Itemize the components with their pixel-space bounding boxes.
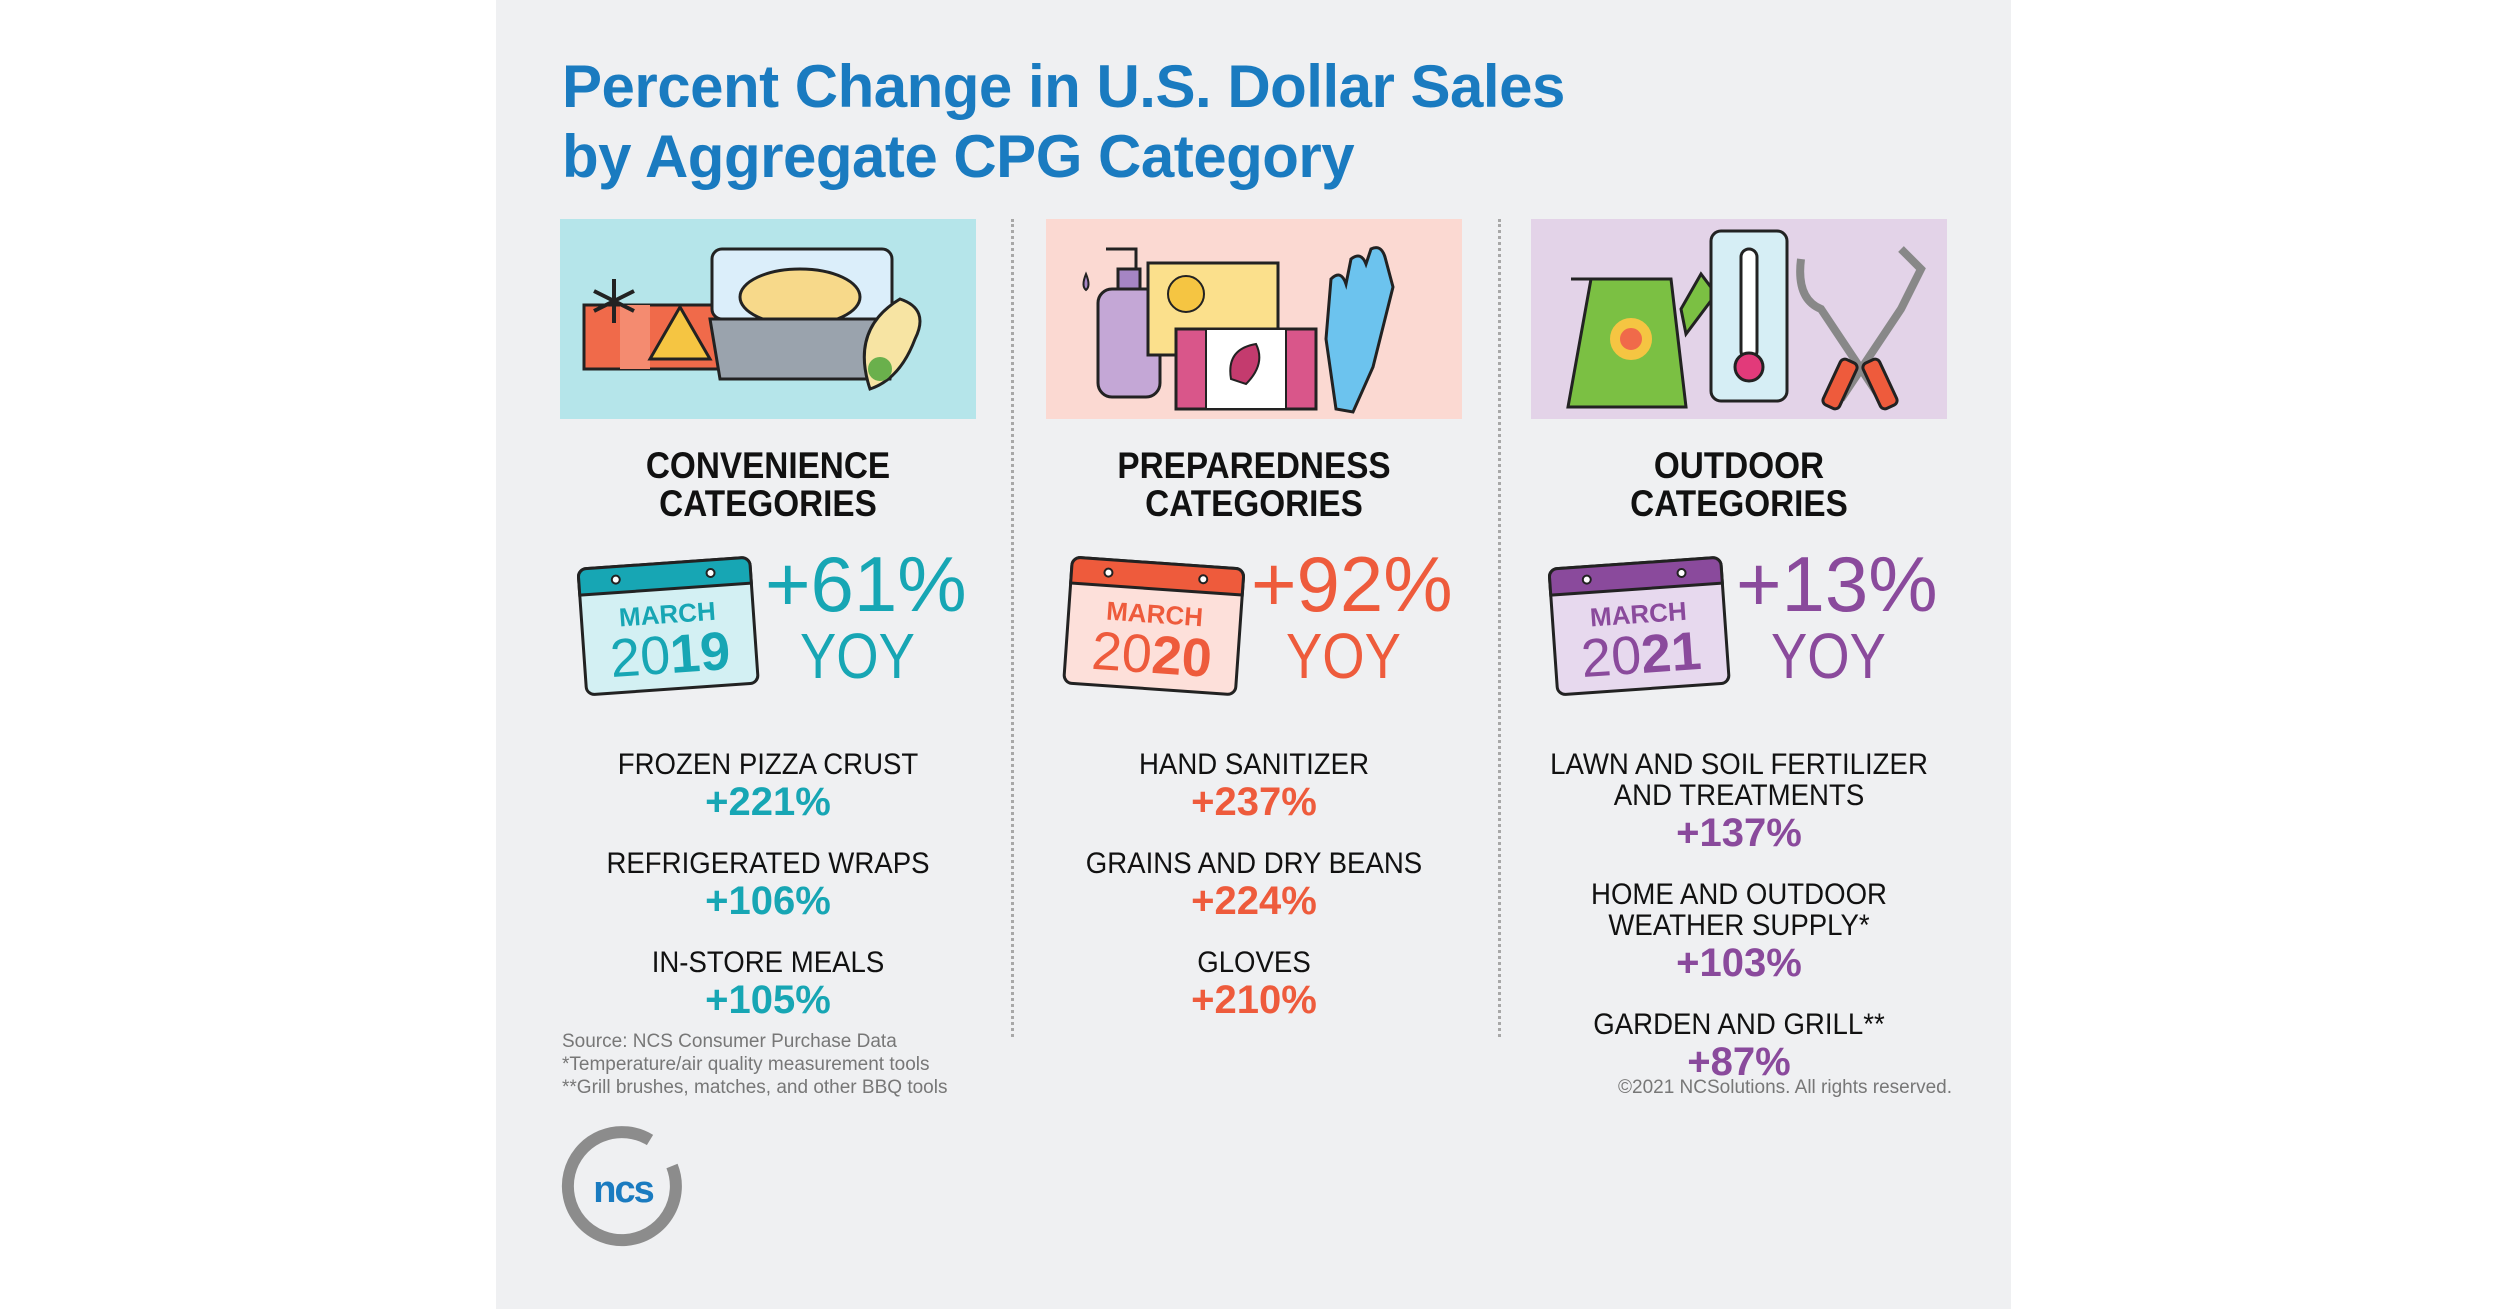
calendar-stat: MARCH 2021 +13% YOY [1531, 543, 1947, 709]
ncs-logo: ncs [561, 1126, 682, 1247]
item-value: +221% [705, 780, 831, 824]
list-item: FROZEN PIZZA CRUST +221% [560, 749, 976, 824]
list-item: REFRIGERATED WRAPS +106% [560, 848, 976, 923]
yoy-label: YOY [1286, 620, 1401, 692]
footnotes: Source: NCS Consumer Purchase Data *Temp… [562, 1030, 947, 1099]
copyright: ©2021 NCSolutions. All rights reserved. [1618, 1077, 1952, 1098]
list-item: GRAINS AND DRY BEANS +224% [1046, 848, 1462, 923]
item-list: LAWN AND SOIL FERTILIZER AND TREATMENTS +1… [1531, 749, 1947, 1084]
item-label: WEATHER SUPPLY* [1608, 909, 1870, 942]
list-item: HAND SANITIZER +237% [1046, 749, 1462, 824]
calendar-year: 19 [668, 621, 732, 685]
calendar-year: 20 [1150, 625, 1214, 689]
column-divider [1498, 219, 1501, 1037]
item-list: HAND SANITIZER +237% GRAINS AND DRY BEANS… [1046, 749, 1462, 1022]
calendar-stat: MARCH 2020 +92% YOY [1046, 543, 1462, 709]
preparedness-illustration-icon [1046, 219, 1462, 419]
column-divider [1011, 219, 1014, 1037]
item-label: GRAINS AND DRY BEANS [1085, 847, 1423, 880]
item-value: +237% [1191, 780, 1317, 824]
heading-line: CONVENIENCE [645, 445, 891, 486]
calendar-stat: MARCH 2019 +61% YOY [560, 543, 976, 709]
yoy-change: +92% [1251, 540, 1453, 628]
item-label: HAND SANITIZER [1138, 748, 1370, 781]
calendar-month: MARCH [618, 596, 717, 633]
column-heading: CONVENIENCE CATEGORIES [581, 447, 955, 523]
item-label: HOME AND OUTDOOR [1591, 878, 1887, 911]
calendar-year: 20 [1579, 625, 1643, 689]
item-label: FROZEN PIZZA CRUST [617, 748, 919, 781]
list-item: GARDEN AND GRILL** +87% [1531, 1009, 1947, 1084]
list-item: LAWN AND SOIL FERTILIZER AND TREATMENTS +1… [1531, 749, 1947, 855]
yoy-change: +13% [1736, 540, 1938, 628]
heading-line: PREPAREDNESS [1117, 445, 1391, 486]
preparedness-column: PREPAREDNESS CATEGORIES MARCH 2020 +92% … [1046, 219, 1462, 1046]
item-list: FROZEN PIZZA CRUST +221% REFRIGERATED WRA… [560, 749, 976, 1022]
convenience-illustration-icon [560, 219, 976, 419]
item-label: AND TREATMENTS [1613, 779, 1865, 812]
item-label: IN-STORE MEALS [651, 946, 885, 979]
item-label: LAWN AND SOIL FERTILIZER [1550, 748, 1928, 781]
calendar-year: 21 [1639, 621, 1703, 685]
list-item: HOME AND OUTDOOR WEATHER SUPPLY* +103% [1531, 879, 1947, 985]
item-value: +137% [1676, 811, 1802, 855]
item-label: GARDEN AND GRILL** [1593, 1008, 1885, 1041]
calendar-year: 20 [1090, 621, 1154, 685]
yoy-label: YOY [800, 620, 915, 692]
outdoor-column: OUTDOOR CATEGORIES MARCH 2021 +13% YOY L… [1531, 219, 1947, 1108]
source-note: Source: NCS Consumer Purchase Data [562, 1031, 897, 1052]
calendar-icon: MARCH 2021 [1547, 556, 1731, 696]
svg-text:2020: 2020 [1090, 621, 1214, 689]
item-value: +224% [1191, 879, 1317, 923]
calendar-month: MARCH [1589, 596, 1688, 633]
footnote: *Temperature/air quality measurement too… [562, 1054, 930, 1075]
item-value: +103% [1676, 941, 1802, 985]
item-label: GLOVES [1197, 946, 1311, 979]
item-value: +106% [705, 879, 831, 923]
item-value: +105% [705, 978, 831, 1022]
logo-text: ncs [593, 1169, 653, 1211]
svg-text:2019: 2019 [608, 621, 732, 689]
heading-line: CATEGORIES [659, 483, 877, 524]
list-item: IN-STORE MEALS +105% [560, 947, 976, 1022]
heading-line: CATEGORIES [1145, 483, 1363, 524]
convenience-column: CONVENIENCE CATEGORIES MARCH 2019 +61% Y… [560, 219, 976, 1046]
calendar-icon: MARCH 2019 [576, 556, 760, 696]
calendar-year: 20 [608, 625, 672, 689]
heading-line: CATEGORIES [1630, 483, 1848, 524]
calendar-month: MARCH [1105, 596, 1204, 633]
page-title: Percent Change in U.S. Dollar Sales by A… [562, 52, 1565, 192]
column-heading: PREPAREDNESS CATEGORIES [1067, 447, 1441, 523]
yoy-label: YOY [1771, 620, 1886, 692]
outdoor-illustration-icon [1531, 219, 1947, 419]
item-label: REFRIGERATED WRAPS [606, 847, 930, 880]
heading-line: OUTDOOR [1653, 445, 1825, 486]
item-value: +210% [1191, 978, 1317, 1022]
item-value: +87% [1687, 1040, 1791, 1084]
title-line-1: Percent Change in U.S. Dollar Sales [562, 53, 1565, 120]
list-item: GLOVES +210% [1046, 947, 1462, 1022]
calendar-icon: MARCH 2020 [1062, 556, 1246, 696]
column-heading: OUTDOOR CATEGORIES [1552, 447, 1926, 523]
svg-text:2021: 2021 [1579, 621, 1703, 689]
yoy-change: +61% [765, 540, 967, 628]
title-line-2: by Aggregate CPG Category [562, 123, 1355, 190]
footnote: **Grill brushes, matches, and other BBQ … [562, 1077, 948, 1098]
